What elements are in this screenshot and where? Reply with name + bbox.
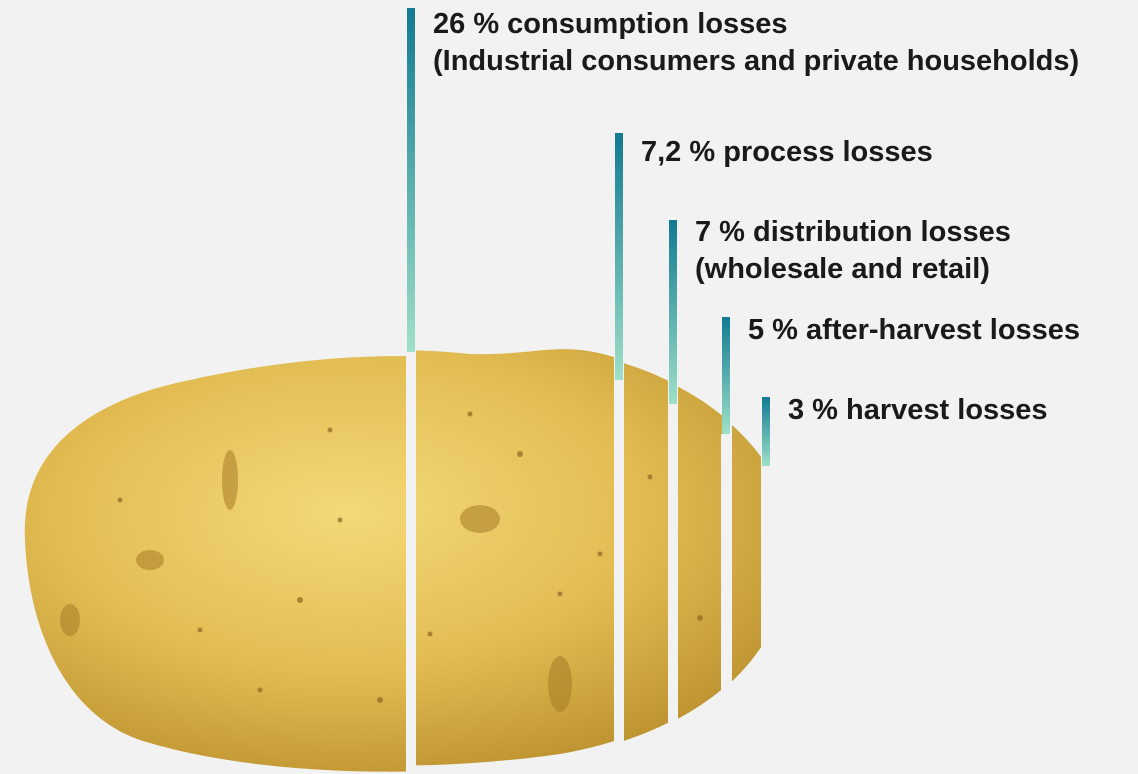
loss-label-title: 7 % distribution losses [695,216,1011,248]
potato-slice [624,363,668,741]
loss-label-detail: (Industrial consumers and private househ… [433,45,1080,77]
loss-bar [762,397,770,466]
loss-label: 3 % harvest losses [788,392,1048,429]
loss-label-title: 3 % harvest losses [788,394,1048,426]
cut-line [406,352,416,774]
loss-label-title: 5 % after-harvest losses [748,314,1081,346]
loss-label-detail: (wholesale and retail) [695,253,990,285]
loss-bar [722,317,730,434]
loss-label-title: 26 % consumption losses [433,8,788,40]
loss-label-title: 7,2 % process losses [641,136,933,168]
loss-bar [669,220,677,404]
cut-line [668,404,678,774]
potato-slice [732,425,761,682]
potato-slice [24,356,410,772]
loss-label: 7,2 % process losses [641,134,933,171]
cut-line [721,434,731,774]
potato-slice [678,386,722,719]
loss-bar [615,133,623,380]
loss-label: 7 % distribution losses (wholesale and re… [695,214,1011,288]
loss-bar [407,8,415,352]
loss-label: 5 % after-harvest losses [748,312,1080,349]
cut-line [614,380,624,774]
cut-line [761,466,771,774]
loss-label: 26 % consumption losses (Industrial consu… [433,6,1079,80]
potato-slice [416,349,614,766]
